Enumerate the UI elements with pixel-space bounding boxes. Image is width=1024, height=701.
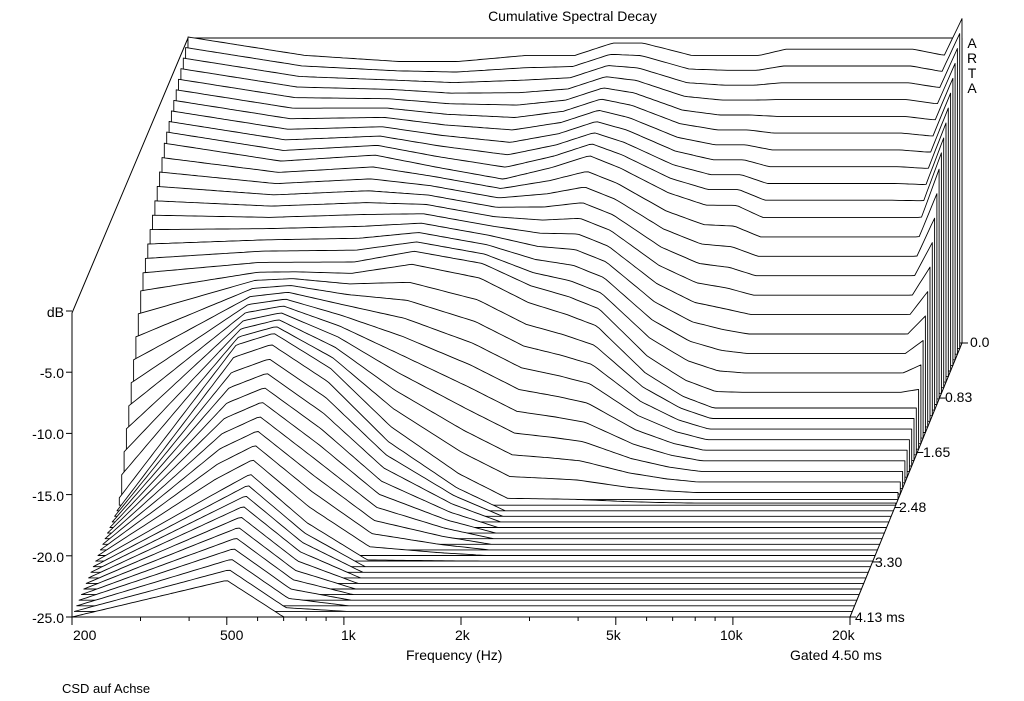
decay-slice: [71, 580, 851, 618]
y-tick-label: -5.0: [39, 365, 64, 381]
x-tick-label: 5k: [606, 627, 621, 643]
watermark-letter: T: [967, 65, 977, 81]
time-tick-label: 0.83: [945, 389, 973, 405]
time-tick-label: 0.0: [970, 334, 990, 350]
x-tick-label: 2k: [455, 627, 470, 643]
time-tick-label: 2.48: [899, 499, 927, 515]
chart-title: Cumulative Spectral Decay: [488, 8, 657, 24]
y-tick-label: -15.0: [32, 488, 64, 504]
y-axis-label: dB: [46, 304, 64, 320]
watermark-letter: A: [967, 35, 977, 51]
time-tick-label: 3.30: [875, 554, 903, 570]
decay-slice: [73, 569, 853, 612]
time-tick-label: 1.65: [923, 444, 951, 460]
y-tick-label: -20.0: [32, 549, 64, 565]
decay-slice: [78, 548, 858, 601]
x-tick-label: 200: [73, 627, 97, 643]
x-tick-label: 20k: [832, 627, 855, 643]
x-tick-label: 500: [220, 627, 244, 643]
y-tick-label: -10.0: [32, 426, 64, 442]
x-tick-label: 1k: [341, 627, 356, 643]
decay-slice: [76, 559, 856, 607]
arta-watermark: A R T A: [966, 36, 978, 96]
time-tick-label: 4.13 ms: [855, 609, 905, 625]
x-tick-label: 10k: [720, 627, 743, 643]
gate-label: Gated 4.50 ms: [790, 647, 882, 663]
watermark-letter: A: [967, 80, 977, 96]
watermark-letter: R: [966, 50, 978, 66]
x-axis-label: Frequency (Hz): [406, 647, 503, 663]
footer-caption: CSD auf Achse: [62, 681, 151, 696]
time-axis-line: [849, 342, 963, 618]
y-tick-label: -25.0: [32, 610, 64, 626]
